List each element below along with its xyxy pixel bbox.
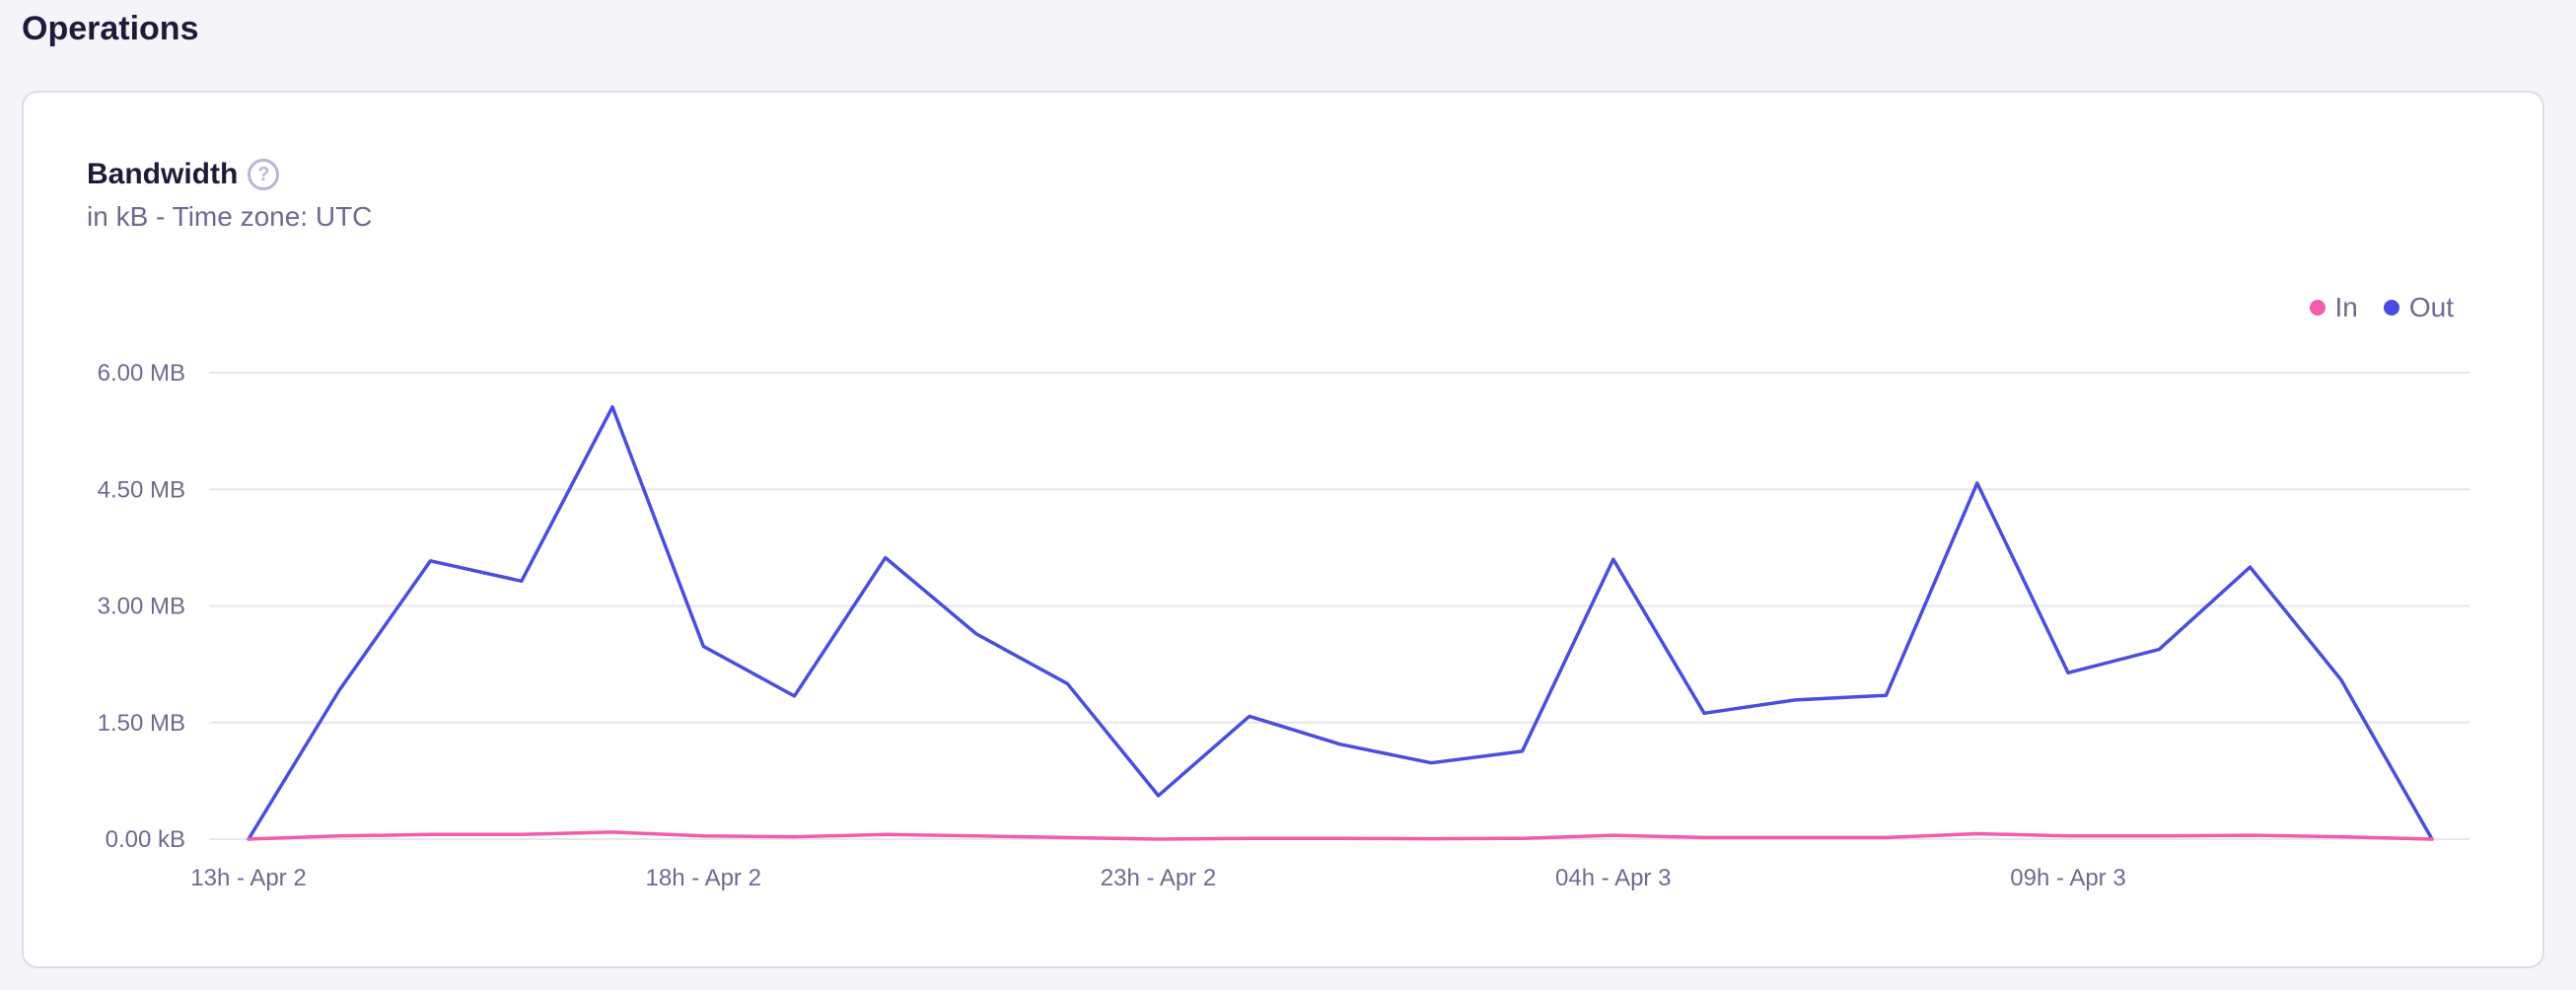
question-circle-icon[interactable]: ?	[248, 159, 280, 190]
bandwidth-card: Bandwidth ? in kB - Time zone: UTC In Ou…	[22, 91, 2544, 968]
bandwidth-chart: 0.00 kB 1.50 MB 3.00 MB 4.50 MB 6.00 MB 13h …	[98, 360, 2469, 891]
data-point-out[interactable]	[880, 552, 892, 564]
data-point-out[interactable]	[1698, 707, 1710, 719]
data-point-out[interactable]	[1153, 790, 1165, 802]
data-point-out[interactable]	[1789, 694, 1801, 706]
x-tick-label: 18h - Apr 2	[646, 865, 761, 891]
data-point-in[interactable]	[970, 830, 982, 842]
data-point-in[interactable]	[1334, 832, 1346, 844]
data-point-out[interactable]	[1517, 745, 1529, 757]
data-point-in[interactable]	[1153, 833, 1165, 845]
data-point-out[interactable]	[1425, 757, 1437, 769]
data-point-out[interactable]	[1881, 689, 1893, 701]
data-point-out[interactable]	[1061, 677, 1073, 689]
data-point-in[interactable]	[697, 830, 709, 842]
legend-item-out[interactable]: Out	[2383, 292, 2454, 323]
data-point-out[interactable]	[2335, 673, 2347, 685]
data-point-in[interactable]	[1698, 831, 1710, 843]
data-point-in[interactable]	[1608, 829, 1619, 841]
data-point-in[interactable]	[2062, 830, 2074, 842]
data-point-in[interactable]	[333, 830, 345, 842]
data-point-in[interactable]	[2245, 829, 2256, 841]
data-point-out[interactable]	[516, 575, 528, 587]
x-axis-ticks: 13h - Apr 2 18h - Apr 2 23h - Apr 2 04h - A…	[190, 865, 2125, 891]
data-point-in[interactable]	[880, 828, 892, 840]
data-point-out[interactable]	[2245, 561, 2256, 573]
y-axis-ticks: 0.00 kB 1.50 MB 3.00 MB 4.50 MB 6.00 MB	[98, 360, 185, 853]
section-title: Operations	[22, 10, 199, 47]
data-point-in[interactable]	[1425, 833, 1437, 845]
y-tick-label: 6.00 MB	[98, 360, 185, 387]
chart-header: Bandwidth ? in kB - Time zone: UTC	[87, 158, 372, 233]
y-tick-label: 3.00 MB	[98, 594, 185, 620]
data-point-in[interactable]	[789, 831, 801, 843]
x-tick-label: 13h - Apr 2	[190, 865, 306, 891]
chart-title: Bandwidth	[87, 158, 239, 190]
data-point-in[interactable]	[243, 833, 254, 845]
data-point-in[interactable]	[516, 828, 528, 840]
data-point-out[interactable]	[697, 640, 709, 652]
chart-title-row: Bandwidth ?	[87, 158, 372, 191]
x-tick-label: 04h - Apr 3	[1555, 865, 1671, 891]
data-point-in[interactable]	[425, 828, 437, 840]
data-point-in[interactable]	[1517, 832, 1529, 844]
data-point-in[interactable]	[1061, 831, 1073, 843]
data-point-out[interactable]	[425, 555, 437, 567]
legend-dot-in	[2309, 300, 2326, 316]
legend-label-in: In	[2334, 292, 2358, 322]
x-tick-label: 23h - Apr 2	[1101, 865, 1216, 891]
data-point-out[interactable]	[789, 690, 801, 702]
y-tick-label: 0.00 kB	[106, 826, 185, 853]
legend-dot-out	[2383, 300, 2399, 316]
data-point-out[interactable]	[333, 684, 345, 696]
x-tick-label: 09h - Apr 3	[2010, 865, 2125, 891]
data-point-out[interactable]	[970, 628, 982, 640]
data-point-in[interactable]	[2426, 833, 2438, 845]
data-point-out[interactable]	[607, 401, 618, 413]
y-tick-label: 4.50 MB	[98, 476, 185, 503]
data-point-out[interactable]	[2153, 644, 2165, 656]
legend-label-out: Out	[2408, 292, 2454, 322]
data-point-out[interactable]	[1971, 477, 1983, 489]
series-lines	[243, 401, 2438, 845]
data-point-in[interactable]	[1244, 832, 1255, 844]
data-point-in[interactable]	[1881, 831, 1893, 843]
data-point-out[interactable]	[2062, 667, 2074, 678]
data-point-in[interactable]	[2335, 831, 2347, 843]
data-point-out[interactable]	[1244, 710, 1255, 722]
series-line-out	[247, 404, 2434, 841]
chart-subtitle: in kB - Time zone: UTC	[87, 201, 373, 232]
chart-legend: In Out	[2284, 292, 2454, 323]
data-point-in[interactable]	[1789, 831, 1801, 843]
data-point-out[interactable]	[1608, 553, 1619, 565]
y-tick-label: 1.50 MB	[98, 710, 185, 737]
legend-item-in[interactable]: In	[2309, 292, 2358, 323]
data-point-in[interactable]	[2153, 830, 2165, 842]
series-line-in	[247, 830, 2434, 841]
data-point-out[interactable]	[1334, 739, 1346, 750]
data-point-in[interactable]	[607, 826, 618, 838]
y-gridlines	[209, 372, 2469, 840]
data-point-in[interactable]	[1971, 827, 1983, 839]
